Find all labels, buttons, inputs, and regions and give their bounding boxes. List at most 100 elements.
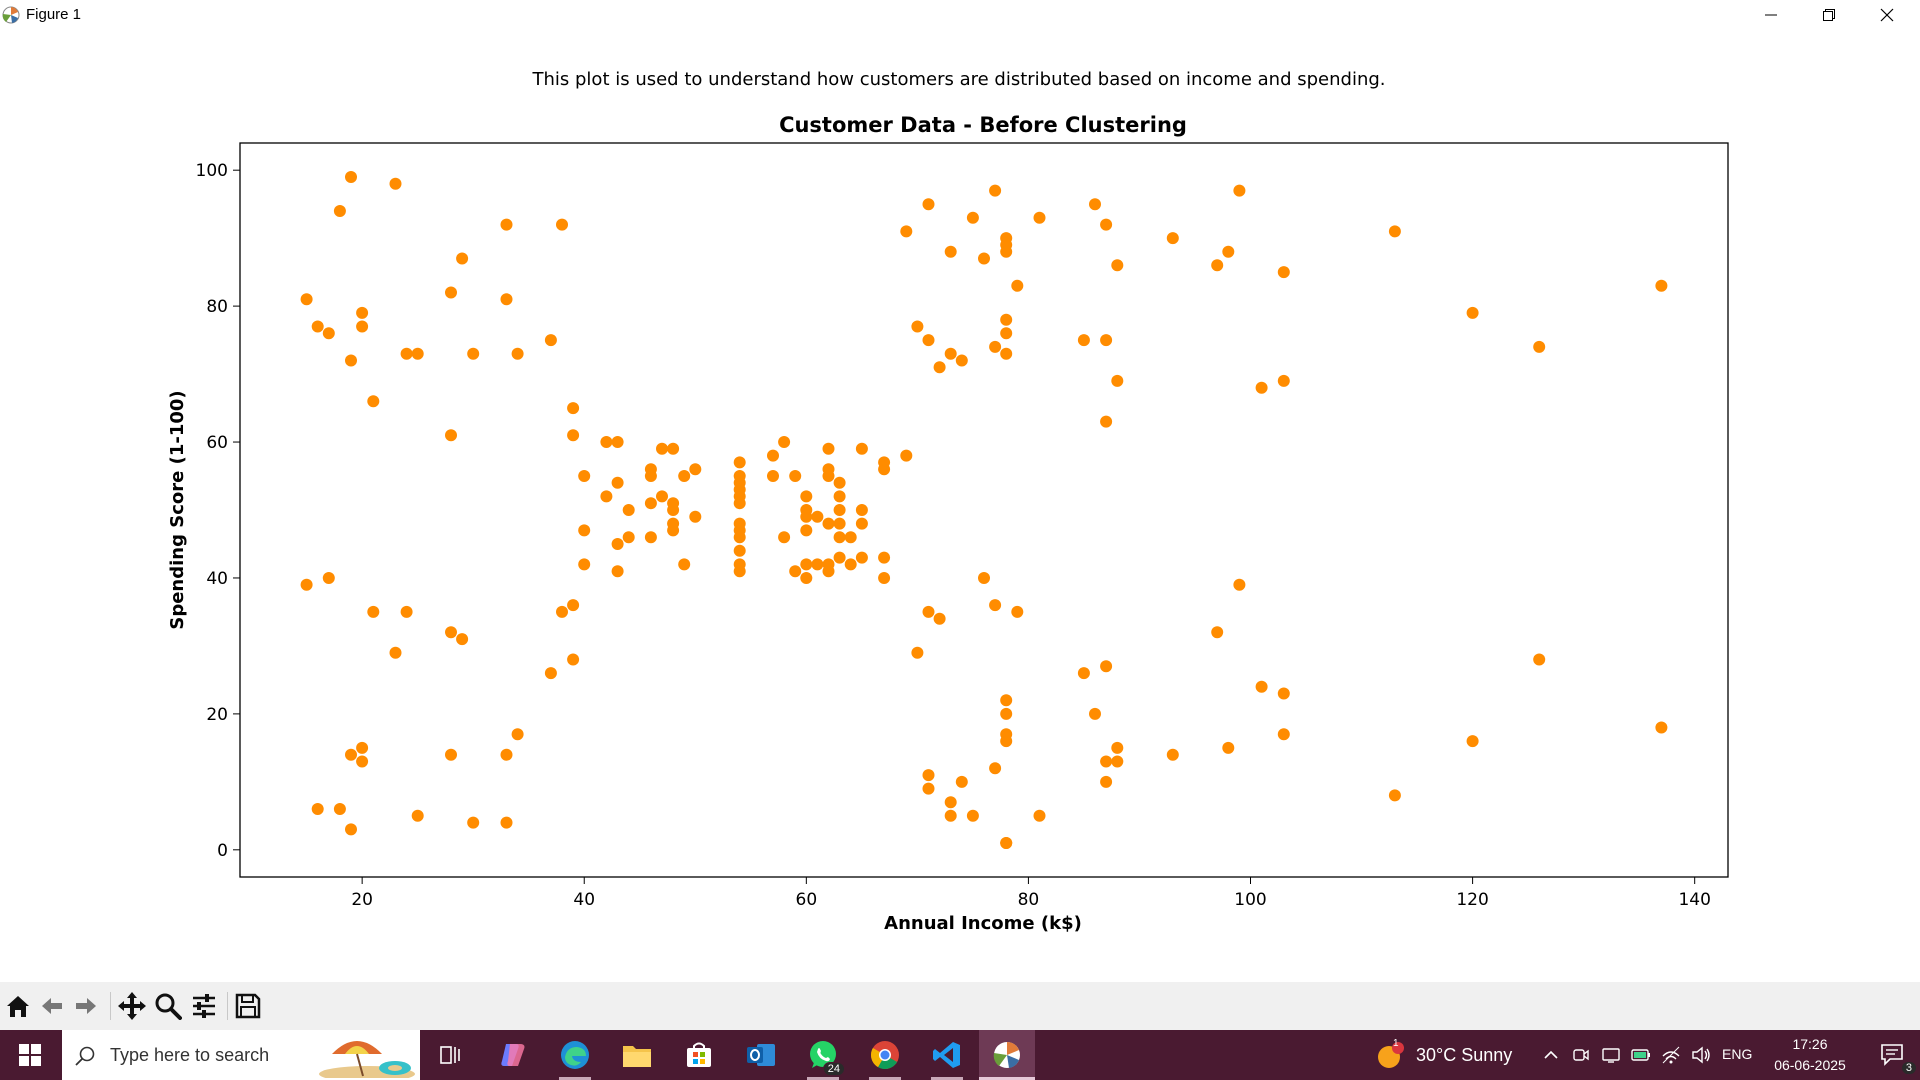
chrome-button[interactable] (857, 1030, 913, 1080)
zoom-magnifier-icon (155, 993, 182, 1020)
data-point (345, 171, 357, 183)
data-point (511, 728, 524, 741)
data-point (678, 470, 691, 482)
figure-canvas[interactable]: This plot is used to understand how cust… (0, 30, 1920, 982)
clock-time[interactable]: 17:26 (1792, 1036, 1828, 1052)
display-tray-button[interactable] (1598, 1030, 1624, 1080)
restore-icon (1823, 9, 1835, 21)
start-button[interactable] (0, 1030, 60, 1080)
file-explorer-folder-icon (623, 1046, 651, 1067)
data-point (800, 558, 813, 571)
close-button[interactable] (1858, 0, 1916, 30)
data-point (656, 490, 668, 503)
data-point (1277, 266, 1290, 279)
taskbar-search-box[interactable]: Type here to search (62, 1030, 420, 1080)
data-point (1111, 755, 1124, 768)
data-point (445, 748, 457, 761)
data-point (400, 605, 413, 618)
whatsapp-button[interactable]: 24 (795, 1030, 851, 1080)
data-point (333, 803, 346, 815)
pan-button[interactable] (116, 990, 148, 1022)
camera-tray-icon (1573, 1049, 1589, 1061)
data-point (1011, 605, 1024, 618)
data-point (567, 429, 580, 442)
microsoft-store-button[interactable] (671, 1030, 727, 1080)
whatsapp-icon (810, 1041, 836, 1068)
configure-subplots-button[interactable] (188, 990, 220, 1022)
save-figure-button[interactable] (232, 990, 264, 1022)
edge-browser-button[interactable] (547, 1030, 603, 1080)
data-point (789, 470, 802, 482)
search-icon (75, 1046, 95, 1066)
data-point (611, 436, 624, 448)
minimize-icon (1765, 14, 1777, 16)
x-tick-label: 120 (1456, 890, 1488, 910)
restore-button[interactable] (1800, 0, 1858, 30)
home-button[interactable] (2, 990, 34, 1022)
data-point (1388, 225, 1401, 238)
data-point (345, 748, 357, 761)
data-point (1233, 578, 1246, 591)
data-point (622, 504, 635, 516)
battery-tray-button[interactable] (1628, 1030, 1654, 1080)
data-point (1000, 238, 1013, 251)
data-point (933, 361, 946, 374)
task-view-button[interactable] (422, 1030, 478, 1080)
volume-tray-button[interactable] (1688, 1030, 1714, 1080)
task-view-icon (440, 1046, 460, 1064)
clock-date[interactable]: 06-06-2025 (1774, 1057, 1846, 1073)
show-hidden-icons-button[interactable] (1538, 1030, 1564, 1080)
data-point (922, 334, 935, 347)
data-point (1111, 741, 1124, 754)
data-point (944, 796, 957, 809)
data-point (567, 402, 580, 415)
back-button[interactable] (36, 990, 68, 1022)
data-point (833, 490, 846, 503)
file-explorer-button[interactable] (609, 1030, 665, 1080)
minimize-button[interactable] (1742, 0, 1800, 30)
data-point (544, 667, 557, 680)
copilot-button[interactable] (485, 1030, 541, 1080)
data-point (833, 517, 846, 530)
chart-title: Customer Data - Before Clustering (779, 113, 1187, 137)
network-tray-button[interactable] (1658, 1030, 1684, 1080)
weather-widget[interactable]: 30°C Sunny (1376, 1030, 1512, 1080)
matplotlib-figure-button[interactable] (979, 1030, 1035, 1080)
data-point (445, 286, 457, 299)
data-point (733, 531, 746, 544)
data-point (644, 497, 657, 510)
save-figure-icon (235, 993, 261, 1019)
data-point (1533, 340, 1546, 353)
x-axis-label: Annual Income (k$) (884, 913, 1082, 934)
outlook-button[interactable] (733, 1030, 789, 1080)
data-point (878, 551, 891, 564)
copilot-icon (501, 1044, 525, 1066)
data-point (500, 218, 513, 231)
data-point (800, 504, 813, 516)
data-point (656, 442, 668, 455)
forward-button[interactable] (70, 990, 102, 1022)
data-point (733, 544, 746, 557)
data-point (878, 572, 891, 584)
data-point (1255, 680, 1268, 693)
data-point (500, 293, 513, 306)
zoom-button[interactable] (152, 990, 184, 1022)
data-point (1033, 211, 1046, 224)
meet-now-tray-button[interactable] (1568, 1030, 1594, 1080)
forward-arrow-icon (76, 998, 96, 1014)
figure-suptitle: This plot is used to understand how cust… (532, 69, 1386, 90)
input-language-indicator[interactable]: ENG (1722, 1046, 1753, 1062)
data-point (445, 626, 457, 639)
data-point (500, 748, 513, 761)
data-point (811, 510, 824, 523)
data-point (1277, 374, 1290, 387)
chrome-icon (871, 1041, 899, 1069)
data-point (911, 646, 924, 659)
data-point (1233, 184, 1246, 197)
notification-center-button[interactable]: 3 (1866, 1030, 1920, 1080)
data-point (1100, 334, 1113, 347)
data-point (1466, 306, 1479, 319)
vscode-button[interactable] (919, 1030, 975, 1080)
data-point (667, 442, 680, 455)
data-point (778, 436, 791, 448)
